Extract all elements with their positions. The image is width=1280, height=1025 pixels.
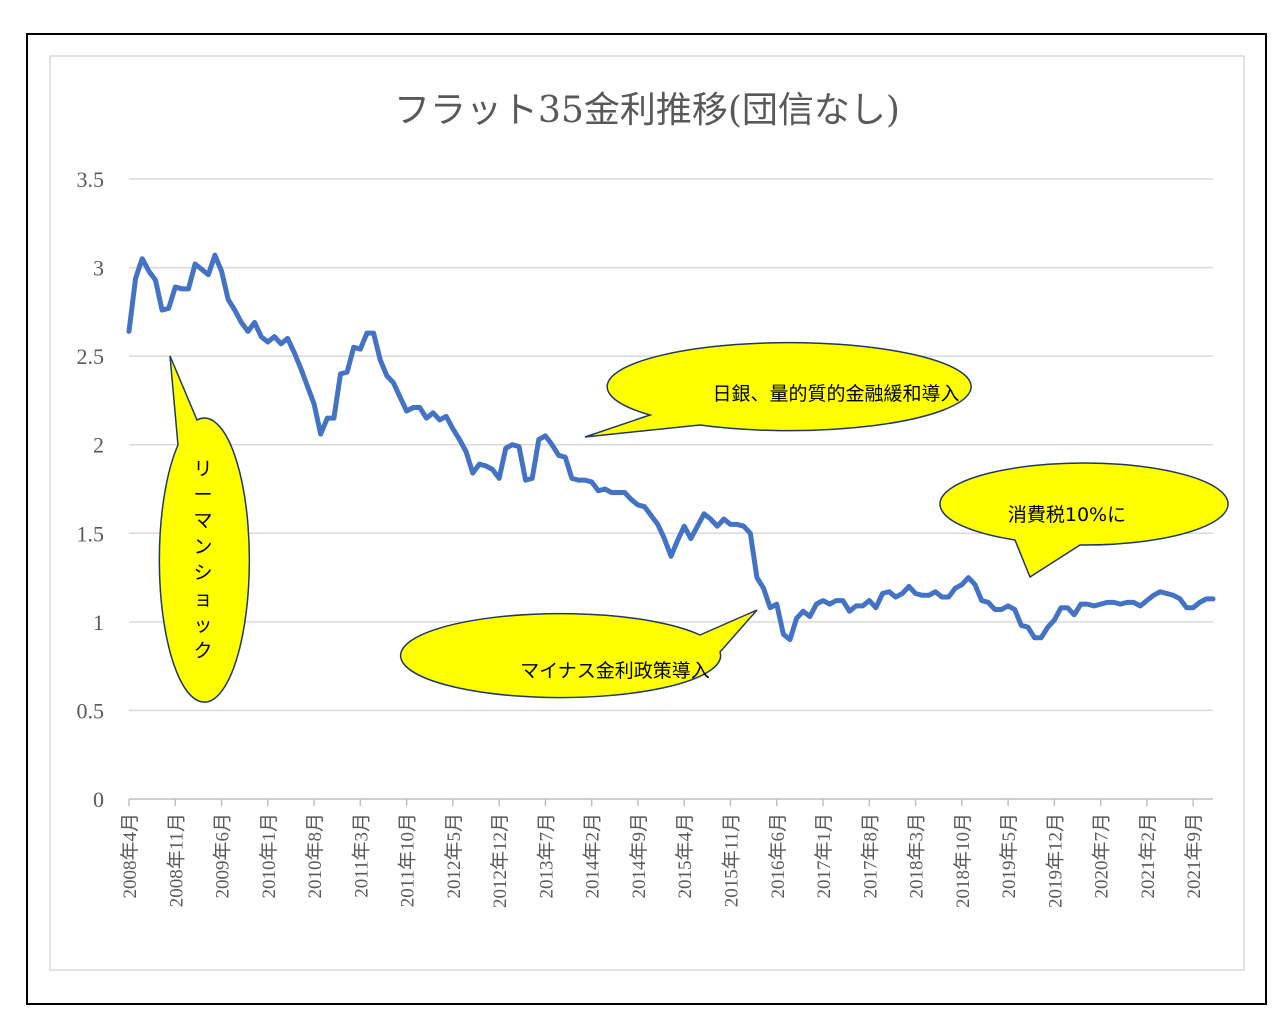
y-tick-label: 1.5 bbox=[77, 521, 105, 546]
callout-shape bbox=[399, 609, 758, 699]
y-axis: 0 0.5 1 1.5 2 2.5 3 3.5 bbox=[77, 167, 105, 812]
y-tick-label: 2.5 bbox=[77, 344, 105, 369]
x-tick-label: 2017年1月 bbox=[813, 813, 835, 899]
x-tick-label: 2020年7月 bbox=[1091, 813, 1113, 899]
callout-char: ッ bbox=[193, 614, 212, 636]
callout: リーマンショック bbox=[158, 355, 251, 703]
callout-char: ク bbox=[193, 640, 212, 662]
x-tick-label: 2018年10月 bbox=[952, 813, 974, 908]
x-tick-label: 2014年9月 bbox=[628, 813, 650, 899]
x-tick-label: 2014年2月 bbox=[582, 813, 604, 899]
callout-text: マイナス金利政策導入 bbox=[520, 660, 710, 682]
x-tick-label: 2019年12月 bbox=[1044, 813, 1066, 908]
callout: 日銀、量的質的金融緩和導入 bbox=[584, 341, 972, 438]
y-tick-label: 1 bbox=[93, 610, 104, 635]
callout-text: 消費税10%に bbox=[1008, 504, 1126, 526]
x-tick-label: 2008年11月 bbox=[165, 813, 187, 907]
callout-char: シ bbox=[193, 562, 212, 584]
x-tick-label: 2021年2月 bbox=[1137, 813, 1159, 899]
callout-text: リーマンショック bbox=[193, 458, 212, 662]
callout-char: ン bbox=[193, 536, 212, 558]
x-tick-label: 2013年7月 bbox=[535, 813, 557, 899]
chart-title: フラット35金利推移(団信なし) bbox=[394, 90, 900, 131]
x-tick-label: 2012年12月 bbox=[489, 813, 511, 908]
callout-char: ー bbox=[193, 484, 212, 506]
x-tick-label: 2016年6月 bbox=[767, 813, 789, 899]
x-tick-label: 2009年6月 bbox=[212, 813, 234, 899]
x-tick-label: 2018年3月 bbox=[906, 813, 928, 899]
y-tick-label: 3.5 bbox=[77, 167, 105, 192]
callout-char: マ bbox=[193, 510, 212, 532]
x-tick-label: 2010年8月 bbox=[304, 813, 326, 899]
callout-char: リ bbox=[193, 458, 212, 480]
x-axis: 2008年4月 2008年11月 2009年6月 2010年1月 2010年8月 2011… bbox=[119, 798, 1213, 908]
x-tick-label: 2011年3月 bbox=[350, 813, 372, 898]
x-tick-label: 2019年5月 bbox=[998, 813, 1020, 899]
y-tick-label: 2 bbox=[93, 433, 104, 458]
callout-text: 日銀、量的質的金融緩和導入 bbox=[712, 383, 959, 405]
x-tick-label: 2015年4月 bbox=[674, 813, 696, 899]
x-tick-label: 2012年5月 bbox=[443, 813, 465, 899]
callout: 消費税10%に bbox=[939, 462, 1229, 579]
callout-char: ョ bbox=[193, 588, 212, 610]
series bbox=[126, 252, 1216, 643]
callout-shape bbox=[584, 341, 972, 438]
x-tick-label: 2021年9月 bbox=[1183, 813, 1205, 899]
x-tick-label: 2015年11月 bbox=[720, 813, 742, 907]
y-tick-label: 3 bbox=[93, 256, 104, 281]
callout: マイナス金利政策導入 bbox=[399, 609, 758, 699]
x-tick-label: 2010年1月 bbox=[258, 813, 280, 899]
callout-shape bbox=[158, 355, 251, 703]
x-tick-label: 2011年10月 bbox=[397, 813, 419, 907]
y-tick-label: 0.5 bbox=[77, 698, 105, 723]
x-tick-label: 2017年8月 bbox=[859, 813, 881, 899]
series-line bbox=[126, 252, 1216, 643]
y-tick-label: 0 bbox=[93, 787, 104, 812]
x-tick-label: 2008年4月 bbox=[119, 813, 141, 899]
callout-shape bbox=[939, 462, 1229, 579]
